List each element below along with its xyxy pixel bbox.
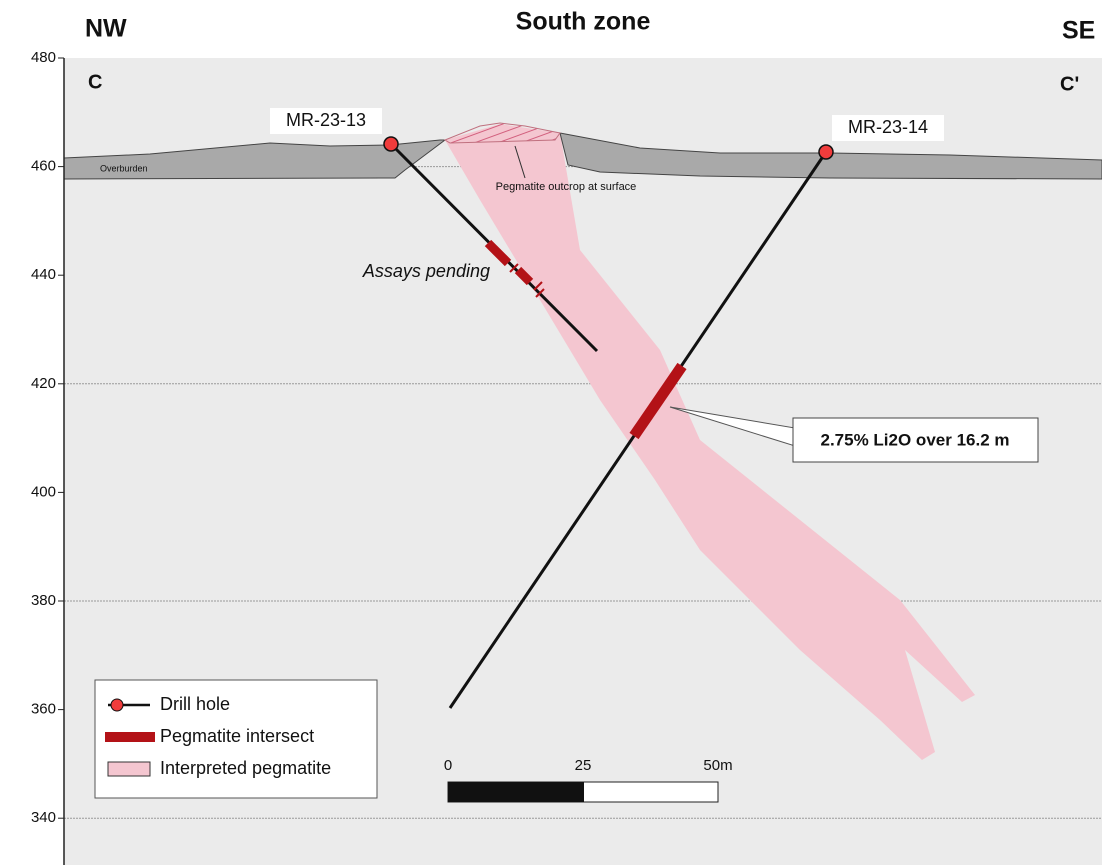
y-tick-label: 360 (31, 701, 56, 718)
legend-label: Pegmatite intersect (160, 726, 314, 746)
section-start: C (88, 71, 102, 93)
y-tick-label: 480 (31, 49, 56, 66)
pegmatite-intersects (484, 239, 687, 440)
collar (818, 144, 834, 160)
section-end: C' (1060, 73, 1079, 95)
y-tick-label: 340 (31, 809, 56, 826)
legend-label: Drill hole (160, 694, 230, 714)
scale-bar-segment (448, 782, 584, 802)
collar (383, 136, 399, 152)
legend-pegmatite (107, 761, 151, 777)
legend-collar (110, 698, 124, 712)
y-tick-label: 380 (31, 592, 56, 609)
scale-label: 25 (575, 757, 592, 774)
outcrop-label: Pegmatite outcrop at surface (496, 181, 637, 193)
direction-nw: NW (85, 15, 127, 43)
assays-note: Assays pending (362, 261, 490, 281)
label-bg (832, 115, 944, 141)
intersect (484, 239, 512, 267)
outcrop-leader (514, 145, 526, 179)
hole-label: MR-23-14 (848, 117, 928, 137)
overburden-label: Overburden (100, 163, 148, 173)
pegmatite-outcrop (443, 122, 561, 144)
y-tick-label: 460 (31, 158, 56, 175)
legend-label: Interpreted pegmatite (160, 758, 331, 778)
y-tick-label: 440 (31, 266, 56, 283)
y-tick-label: 420 (31, 375, 56, 392)
label-bg (270, 108, 382, 134)
callout-box (792, 417, 1039, 463)
interpreted-pegmatite (445, 124, 975, 760)
intersect (514, 266, 534, 286)
overburden-west (63, 139, 447, 180)
sample-ticks (509, 263, 545, 298)
title: South zone (516, 8, 651, 36)
y-tick-label: 400 (31, 483, 56, 500)
legend-intersect (105, 732, 155, 742)
intersect (629, 362, 687, 440)
scale-label: 0 (444, 757, 452, 774)
hole-label: MR-23-13 (286, 110, 366, 130)
direction-se: SE (1062, 17, 1095, 45)
scale-labels: 0 25 50m (444, 757, 733, 774)
scale-label: 50m (703, 757, 732, 774)
grade-callout: 2.75% Li2O over 16.2 m (821, 430, 1010, 449)
